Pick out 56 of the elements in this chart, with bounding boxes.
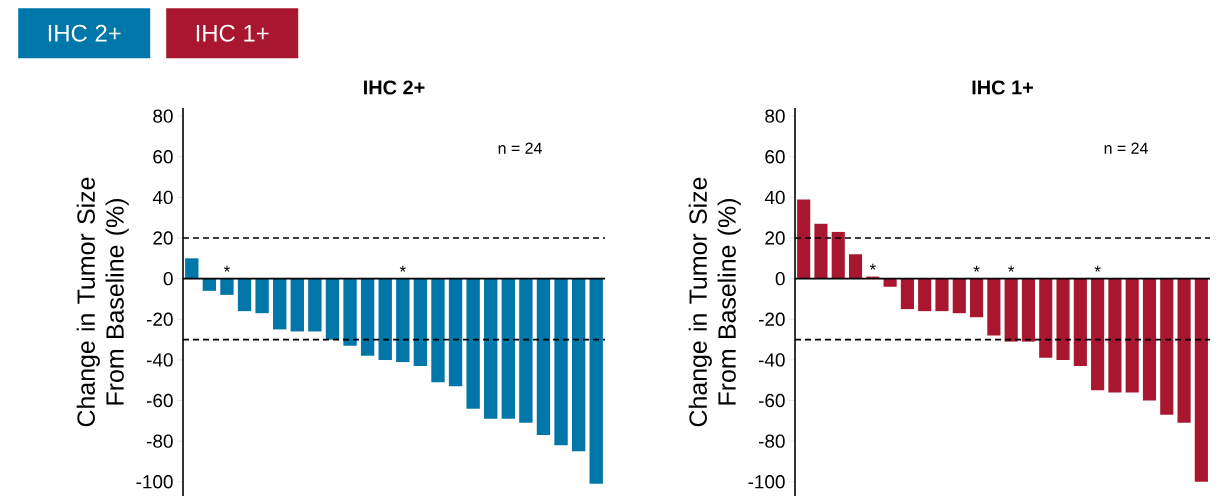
y-tick-label: 0	[775, 271, 785, 286]
y-tick-label: 0	[163, 271, 173, 286]
data-label: *	[399, 265, 406, 272]
y-axis-title: Change in Tumor Size From Baseline (%)	[76, 177, 129, 427]
y-tick-label: -60	[146, 393, 173, 408]
bar	[1160, 278, 1174, 415]
data-label: *	[869, 263, 876, 270]
bar	[1108, 278, 1122, 393]
y-tick-label: 20	[765, 231, 785, 245]
y-tick-label: -100	[136, 475, 173, 489]
bar	[1021, 278, 1036, 342]
y-tick-label: -40	[758, 353, 785, 367]
bar	[1125, 278, 1139, 393]
bar	[848, 254, 863, 279]
y-tick-label: 80	[765, 109, 785, 123]
y-tick-label: 80	[153, 109, 173, 123]
bar	[831, 231, 845, 279]
bar	[918, 278, 932, 312]
chart-title: IHC 2+	[364, 80, 425, 95]
y-tick-label: 40	[152, 190, 173, 205]
y-tick-label: -20	[146, 312, 173, 326]
annotation: n = 24	[498, 142, 542, 154]
bar	[952, 278, 966, 314]
y-tick-label: -20	[758, 312, 785, 326]
bar	[935, 278, 949, 312]
data-label: *	[1094, 265, 1101, 272]
data-label: *	[973, 265, 980, 272]
annotation: n = 24	[1104, 142, 1148, 154]
y-tick-label: -80	[146, 434, 173, 448]
y-tick-label: 40	[764, 190, 785, 205]
y-tick-label: -100	[748, 475, 785, 489]
bar	[814, 223, 828, 279]
y-tick-label: -40	[146, 353, 173, 367]
bar	[797, 199, 811, 279]
y-axis-title: Change in Tumor Size From Baseline (%)	[688, 177, 741, 427]
data-label: *	[223, 265, 230, 272]
bar	[987, 278, 1001, 336]
bar	[1056, 278, 1070, 360]
bar	[900, 278, 914, 310]
y-tick-label: -60	[758, 393, 785, 408]
y-tick-label: 20	[153, 231, 173, 245]
bar	[1091, 278, 1105, 391]
bar	[1194, 278, 1208, 482]
data-label: *	[1008, 265, 1015, 272]
bar	[1177, 278, 1191, 423]
y-tick-label: 60	[153, 150, 173, 164]
text: IHC 2+	[48, 24, 121, 42]
bar	[1039, 278, 1053, 358]
bar	[1142, 278, 1157, 401]
bar	[970, 278, 984, 318]
bar	[1073, 278, 1087, 366]
y-tick-label: -80	[758, 434, 785, 448]
bar	[1004, 278, 1018, 342]
chart-title: IHC 1+	[972, 80, 1033, 95]
y-tick-label: 60	[765, 150, 785, 164]
text: IHC 1+	[196, 24, 269, 42]
